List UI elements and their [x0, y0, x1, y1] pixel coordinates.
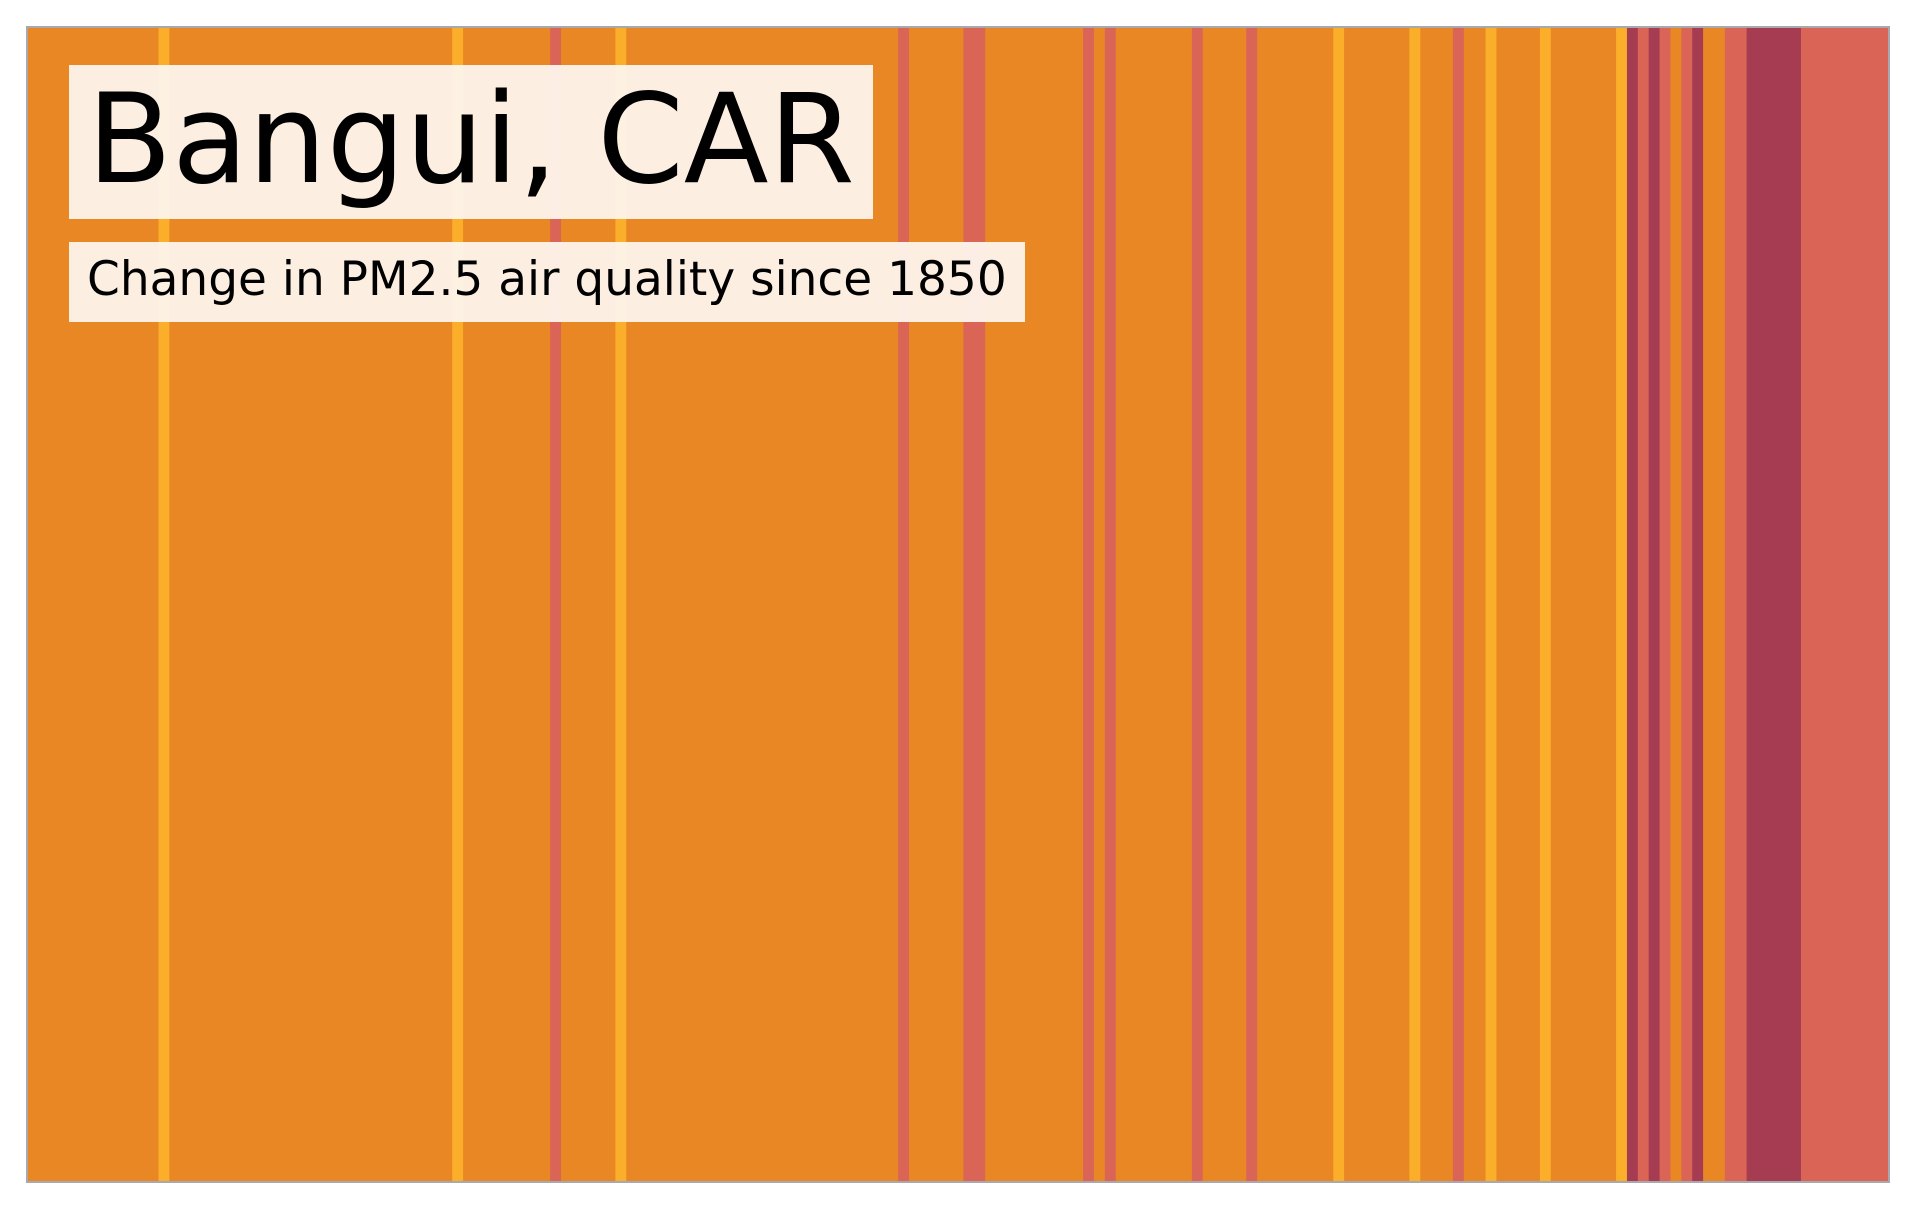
stripe-1971 [1344, 28, 1410, 1181]
stripe-1989 [1539, 28, 1552, 1181]
stripe-1996 [1616, 28, 1628, 1181]
stripe-1978 [1420, 28, 1454, 1181]
stripe-1957 [1191, 28, 1204, 1181]
stripe-2008 [1746, 28, 1802, 1181]
stripe-1977 [1409, 28, 1421, 1181]
stripe-1984 [1485, 28, 1498, 1181]
stripe-2002 [1681, 28, 1693, 1181]
stripe-1997 [1626, 28, 1639, 1181]
stripe-1889 [452, 28, 464, 1181]
stripes-plot [28, 28, 1888, 1181]
stripe-1958 [1202, 28, 1247, 1181]
chart-subtitle: Change in PM2.5 air quality since 1850 [69, 242, 1025, 322]
stripe-1950 [1115, 28, 1193, 1181]
stripe-1850 [28, 28, 160, 1181]
stripe-2003 [1692, 28, 1704, 1181]
stripe-1982 [1463, 28, 1487, 1181]
stripe-1905 [626, 28, 899, 1181]
stripe-1947 [1083, 28, 1095, 1181]
stripe-1985 [1496, 28, 1541, 1181]
stripe-1962 [1246, 28, 1258, 1181]
stripe-1898 [550, 28, 562, 1181]
stripe-2000 [1659, 28, 1672, 1181]
stripe-1899 [560, 28, 616, 1181]
stripe-1862 [158, 28, 171, 1181]
stripe-1949 [1104, 28, 1117, 1181]
stripe-2001 [1670, 28, 1682, 1181]
stripe-2004 [1703, 28, 1726, 1181]
stripe-1970 [1333, 28, 1345, 1181]
stripe-1936 [963, 28, 986, 1181]
stripe-1938 [985, 28, 1084, 1181]
stripe-1963 [1257, 28, 1334, 1181]
stripe-1931 [909, 28, 965, 1181]
stripe-1930 [898, 28, 910, 1181]
stripe-1998 [1637, 28, 1650, 1181]
stripe-1948 [1093, 28, 1106, 1181]
warming-stripes-chart: Bangui, CAR Change in PM2.5 air quality … [26, 26, 1890, 1183]
stripe-1990 [1550, 28, 1617, 1181]
stripe-1863 [169, 28, 453, 1181]
stripe-2006 [1724, 28, 1748, 1181]
stripe-2013 [1800, 28, 1888, 1181]
stripe-1999 [1648, 28, 1661, 1181]
chart-title: Bangui, CAR [69, 65, 873, 219]
stripe-1904 [615, 28, 627, 1181]
stripe-1981 [1452, 28, 1465, 1181]
stripe-1890 [463, 28, 551, 1181]
